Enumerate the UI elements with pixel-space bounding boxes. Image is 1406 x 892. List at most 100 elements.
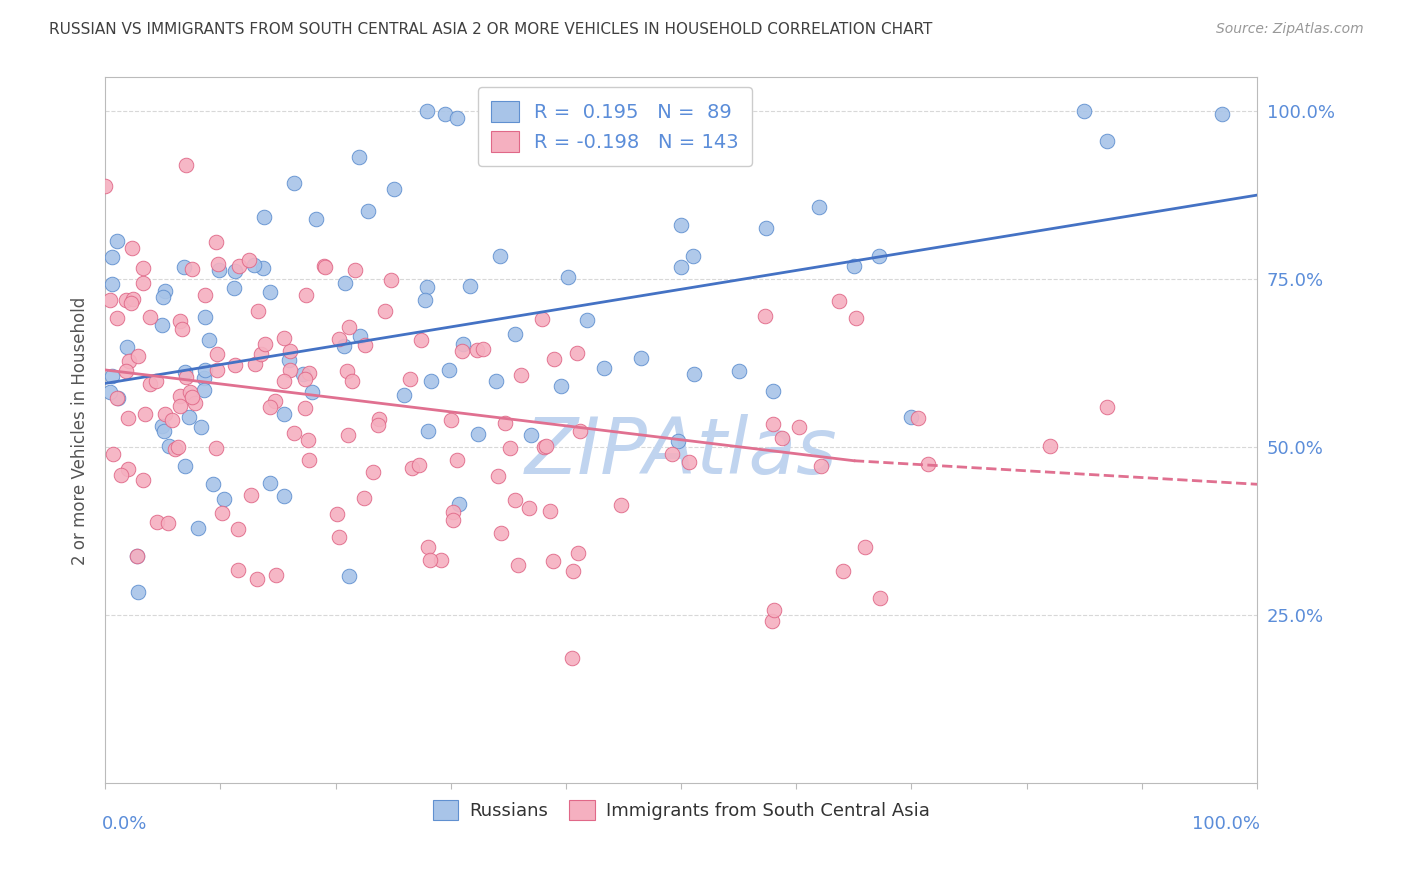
- Point: [228, 563, 250, 577]
- Point: [228, 522, 250, 536]
- Point: [326, 507, 349, 521]
- Point: [278, 343, 301, 358]
- Point: [259, 475, 281, 490]
- Point: [869, 591, 891, 605]
- Point: [907, 411, 929, 425]
- Point: [485, 374, 508, 388]
- Point: [243, 258, 266, 272]
- Point: [169, 389, 191, 403]
- Point: [467, 426, 489, 441]
- Point: [832, 564, 855, 578]
- Point: [666, 434, 689, 448]
- Point: [127, 585, 149, 599]
- Point: [194, 363, 217, 377]
- Point: [174, 370, 197, 384]
- Point: [541, 554, 564, 568]
- Point: [787, 420, 810, 434]
- Point: [121, 292, 143, 306]
- Point: [283, 176, 305, 190]
- Point: [273, 374, 295, 388]
- Point: [246, 303, 269, 318]
- Point: [193, 310, 215, 324]
- Point: [187, 521, 209, 535]
- Point: [139, 376, 162, 391]
- Point: [755, 220, 778, 235]
- Point: [416, 540, 439, 554]
- Point: [328, 530, 350, 544]
- Point: [808, 200, 831, 214]
- Point: [283, 425, 305, 440]
- Point: [253, 210, 276, 224]
- Point: [101, 250, 124, 264]
- Point: [134, 408, 156, 422]
- Point: [304, 212, 326, 227]
- Point: [249, 347, 271, 361]
- Point: [263, 394, 285, 409]
- Point: [380, 273, 402, 287]
- Point: [337, 428, 360, 442]
- Point: [828, 293, 851, 308]
- Point: [465, 343, 488, 357]
- Point: [1097, 135, 1119, 149]
- Point: [105, 391, 128, 405]
- Point: [278, 353, 301, 368]
- Point: [121, 242, 143, 256]
- Point: [132, 276, 155, 290]
- Point: [207, 257, 229, 271]
- Point: [394, 388, 416, 402]
- Point: [181, 390, 204, 404]
- Point: [610, 499, 633, 513]
- Point: [153, 407, 176, 421]
- Point: [434, 107, 457, 121]
- Point: [127, 350, 149, 364]
- Point: [173, 260, 195, 274]
- Point: [494, 416, 516, 430]
- Point: [540, 504, 562, 518]
- Point: [259, 285, 281, 299]
- Point: [630, 351, 652, 365]
- Point: [489, 526, 512, 541]
- Point: [273, 489, 295, 503]
- Point: [567, 546, 589, 560]
- Point: [211, 506, 233, 520]
- Point: [661, 447, 683, 461]
- Point: [1097, 400, 1119, 414]
- Point: [294, 371, 316, 385]
- Point: [762, 384, 785, 398]
- Point: [678, 455, 700, 469]
- Point: [120, 296, 142, 310]
- Point: [592, 360, 614, 375]
- Point: [340, 374, 363, 388]
- Point: [125, 549, 148, 564]
- Point: [367, 417, 389, 432]
- Point: [155, 285, 177, 299]
- Point: [517, 501, 540, 516]
- Point: [205, 441, 228, 455]
- Point: [374, 304, 396, 318]
- Point: [441, 513, 464, 527]
- Point: [100, 384, 122, 399]
- Point: [543, 352, 565, 367]
- Point: [489, 248, 512, 262]
- Point: [118, 354, 141, 368]
- Point: [169, 399, 191, 413]
- Point: [499, 441, 522, 455]
- Point: [94, 179, 117, 194]
- Point: [550, 378, 572, 392]
- Point: [682, 249, 704, 263]
- Point: [205, 235, 228, 249]
- Point: [297, 434, 319, 448]
- Point: [138, 310, 160, 324]
- Point: [295, 287, 318, 301]
- Point: [278, 363, 301, 377]
- Point: [416, 424, 439, 438]
- Point: [179, 385, 201, 400]
- Point: [439, 362, 461, 376]
- Point: [328, 332, 350, 346]
- Point: [146, 515, 169, 529]
- Point: [671, 146, 693, 161]
- Y-axis label: 2 or more Vehicles in Household: 2 or more Vehicles in Household: [72, 296, 89, 565]
- Point: [174, 365, 197, 379]
- Point: [298, 366, 321, 380]
- Point: [224, 358, 246, 372]
